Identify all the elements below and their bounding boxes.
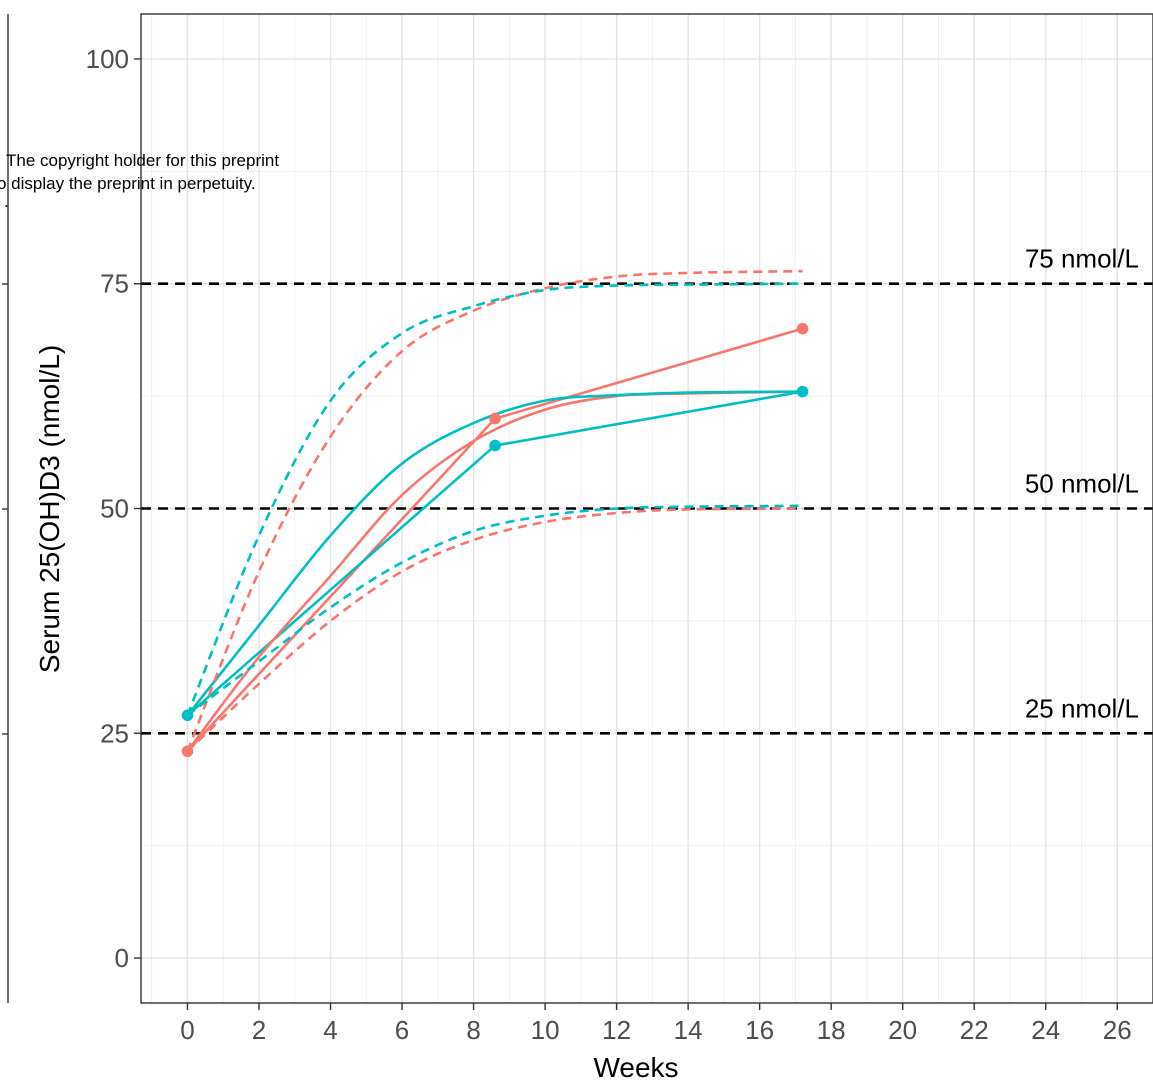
y-tick-label-100: 100 xyxy=(86,44,129,74)
series-line-3 xyxy=(186,390,803,717)
data-markers xyxy=(181,322,809,758)
x-tick-label-22: 22 xyxy=(960,1015,989,1045)
series-1-point-0 xyxy=(181,709,194,722)
series-0-point-2 xyxy=(796,322,809,335)
watermark-line-2: o display the preprint in perpetuity. xyxy=(0,174,256,193)
reference-label-50: 50 nmol/L xyxy=(1025,469,1139,499)
x-tick-label-2: 2 xyxy=(252,1015,266,1045)
series-1-point-2 xyxy=(796,385,809,398)
x-tick-label-0: 0 xyxy=(180,1015,194,1045)
watermark-line-3: . xyxy=(4,192,9,211)
series-1-point-1 xyxy=(489,439,501,452)
x-tick-label-16: 16 xyxy=(745,1015,774,1045)
x-axis-title: Weeks xyxy=(593,1052,678,1083)
x-tick-label-26: 26 xyxy=(1103,1015,1132,1045)
x-tick-label-24: 24 xyxy=(1031,1015,1060,1045)
x-tick-label-18: 18 xyxy=(817,1015,846,1045)
series-line-7 xyxy=(186,504,803,717)
reference-label-75: 75 nmol/L xyxy=(1025,244,1139,274)
series-0-point-1 xyxy=(489,412,501,425)
series-line-5 xyxy=(186,282,803,716)
y-tick-label-25: 25 xyxy=(100,718,129,748)
reference-label-25: 25 nmol/L xyxy=(1025,693,1139,723)
x-tick-label-4: 4 xyxy=(323,1015,337,1045)
y-tick-label-75: 75 xyxy=(100,269,129,299)
reference-lines: 75 nmol/L 50 nmol/L 25 nmol/L xyxy=(141,244,1153,735)
data-series xyxy=(186,269,803,753)
y-tick-label-50: 50 xyxy=(100,494,129,524)
series-line-4 xyxy=(186,269,803,752)
x-tick-label-20: 20 xyxy=(888,1015,917,1045)
series-0-point-0 xyxy=(181,745,194,758)
x-tick-label-8: 8 xyxy=(466,1015,480,1045)
x-tick-label-12: 12 xyxy=(602,1015,631,1045)
watermark-line-1: The copyright holder for this preprint xyxy=(6,151,279,170)
x-tick-label-14: 14 xyxy=(674,1015,703,1045)
y-tick-label-0: 0 xyxy=(115,943,129,973)
series-line-6 xyxy=(186,507,803,753)
x-tick-label-6: 6 xyxy=(395,1015,409,1045)
x-tick-label-10: 10 xyxy=(531,1015,560,1045)
y-axis-title: Serum 25(OH)D3 (nmol/L) xyxy=(34,345,65,673)
